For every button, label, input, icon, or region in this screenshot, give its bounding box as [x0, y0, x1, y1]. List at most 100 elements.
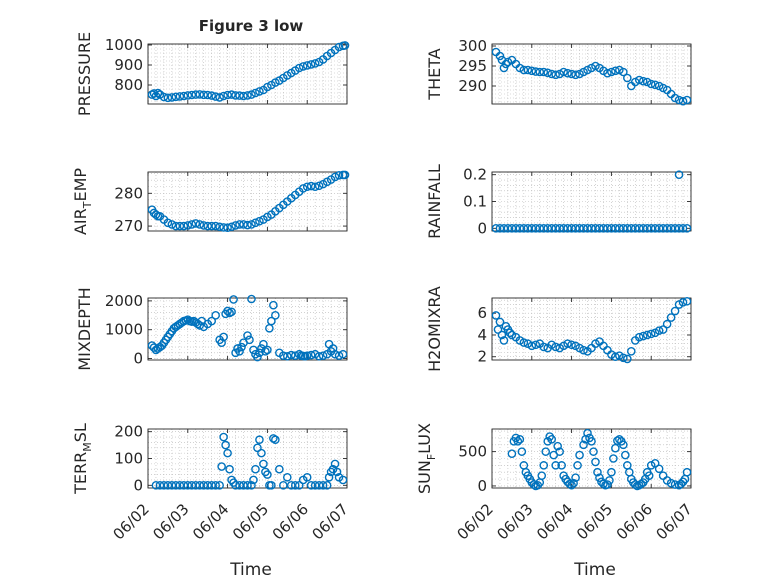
- data-point: [644, 471, 654, 480]
- data-point: [221, 440, 230, 450]
- y-tick-label: 290: [458, 77, 487, 95]
- data-point: [302, 472, 312, 482]
- y-tick-label: 0: [133, 350, 143, 368]
- data-point: [615, 224, 624, 233]
- data-point: [565, 479, 574, 489]
- data-point: [638, 331, 648, 341]
- data-point: [294, 481, 304, 490]
- data-point: [195, 481, 205, 490]
- data-point: [298, 184, 308, 193]
- y-axis-label: AIRTEMP: [71, 168, 94, 235]
- y-tick-label: 4: [477, 326, 487, 344]
- data-point: [623, 354, 632, 364]
- data-point: [231, 348, 240, 358]
- data-point: [247, 90, 256, 99]
- data-point: [340, 41, 350, 50]
- data-point: [658, 224, 668, 233]
- y-axis-label-main: AIR: [71, 208, 90, 235]
- data-point: [627, 346, 636, 356]
- data-point: [670, 480, 680, 489]
- data-point: [654, 224, 664, 233]
- data-point: [235, 481, 244, 490]
- data-point: [294, 63, 304, 73]
- data-point: [541, 447, 551, 456]
- data-point: [286, 350, 296, 360]
- data-point: [539, 224, 549, 233]
- y-tick-label: 100: [114, 450, 143, 468]
- data-point: [563, 224, 572, 233]
- data-point: [239, 481, 248, 490]
- data-point: [235, 91, 244, 100]
- data-point: [523, 65, 533, 75]
- x-tick-label: 06/02: [454, 500, 497, 543]
- data-point: [505, 328, 515, 338]
- data-point: [605, 476, 614, 485]
- data-point: [179, 481, 189, 490]
- data-point: [195, 90, 205, 99]
- y-tick-label: 270: [114, 217, 143, 235]
- data-point: [511, 224, 521, 233]
- data-point: [634, 224, 644, 233]
- data-point: [611, 66, 620, 76]
- data-point: [501, 59, 511, 69]
- data-point: [555, 224, 564, 233]
- y-axis-label-main: H2OMIXRA: [425, 286, 444, 372]
- data-point: [567, 224, 576, 233]
- data-point: [507, 449, 517, 458]
- data-point: [255, 435, 264, 445]
- data-point: [515, 224, 525, 233]
- y-axis-label: TERRMSL: [71, 423, 94, 495]
- panel-pressure: 800 900 1000 PRESSURE: [75, 32, 350, 116]
- data-point: [215, 222, 224, 232]
- y-axis-label-subscript: F: [425, 454, 438, 460]
- data-point: [151, 210, 161, 219]
- data-point: [251, 464, 260, 474]
- data-point: [191, 481, 201, 490]
- y-tick-label: 1000: [105, 36, 143, 54]
- data-point: [255, 348, 264, 358]
- data-point: [318, 351, 328, 360]
- data-point: [290, 481, 300, 490]
- data-point: [670, 306, 680, 316]
- y-tick-label: 280: [114, 184, 143, 202]
- data-point: [527, 341, 537, 351]
- data-point: [499, 63, 509, 73]
- data-point: [223, 90, 232, 100]
- data-point: [253, 443, 262, 453]
- data-point: [519, 338, 529, 347]
- data-point: [682, 467, 692, 477]
- data-point: [551, 342, 560, 352]
- data-point: [219, 332, 228, 342]
- data-point: [175, 481, 185, 490]
- y-axis-label-subscript: M: [81, 442, 94, 452]
- data-point: [603, 68, 612, 78]
- data-point: [259, 459, 268, 469]
- data-point: [215, 481, 224, 490]
- x-tick-label: 06/03: [493, 500, 536, 543]
- data-point: [211, 481, 220, 490]
- data-point: [621, 450, 630, 460]
- data-point: [298, 62, 308, 71]
- data-point: [654, 464, 664, 474]
- data-point: [167, 220, 177, 229]
- data-point: [211, 311, 220, 320]
- y-axis-label-rest: LUX: [415, 423, 434, 454]
- data-point: [203, 90, 212, 100]
- data-point: [613, 436, 622, 445]
- data-point: [619, 353, 628, 363]
- data-point: [519, 224, 529, 233]
- data-point: [527, 224, 537, 233]
- data-point: [219, 91, 228, 101]
- data-point: [263, 470, 272, 479]
- data-point: [609, 454, 618, 463]
- y-axis-label-rest: SL: [71, 423, 90, 442]
- data-point: [179, 91, 189, 101]
- data-point: [263, 345, 272, 355]
- data-point: [171, 481, 181, 490]
- data-point: [569, 478, 578, 488]
- data-point: [163, 93, 173, 103]
- data-point: [211, 92, 220, 101]
- data-point: [163, 218, 173, 228]
